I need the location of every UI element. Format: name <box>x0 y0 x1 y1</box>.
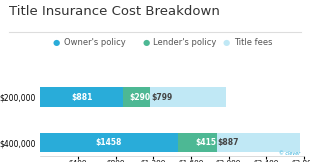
Text: $1458: $1458 <box>96 138 122 147</box>
Text: ●: ● <box>142 38 149 47</box>
Text: Title fees: Title fees <box>234 38 272 47</box>
Text: $799: $799 <box>151 93 172 102</box>
Bar <box>40 133 178 152</box>
Bar <box>40 87 123 107</box>
Text: $415: $415 <box>195 138 216 147</box>
Text: Lender's policy: Lender's policy <box>153 38 217 47</box>
Text: ●: ● <box>52 38 60 47</box>
Text: Owner's policy: Owner's policy <box>64 38 125 47</box>
Text: $290: $290 <box>129 93 150 102</box>
Y-axis label: Home Price: Home Price <box>0 96 1 144</box>
Text: © clever: © clever <box>279 150 301 156</box>
Text: Title Insurance Cost Breakdown: Title Insurance Cost Breakdown <box>9 5 220 18</box>
Text: $887: $887 <box>217 138 239 147</box>
Text: ●: ● <box>223 38 230 47</box>
Bar <box>150 87 226 107</box>
Bar <box>217 133 300 152</box>
Bar <box>178 133 217 152</box>
Text: $881: $881 <box>71 93 92 102</box>
Bar <box>123 87 150 107</box>
